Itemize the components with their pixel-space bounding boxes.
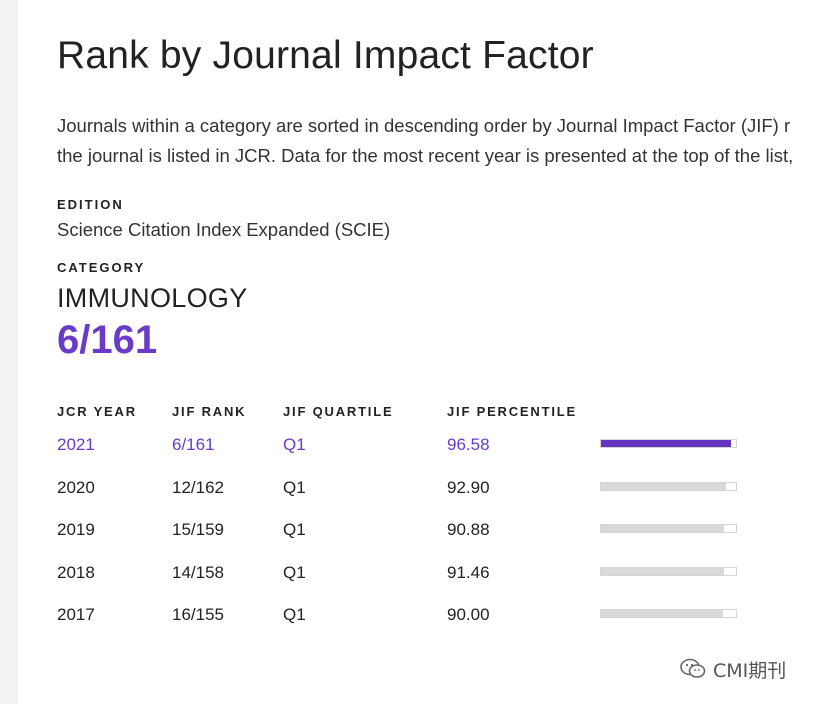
header-jif-rank: JIF RANK [172, 404, 247, 419]
watermark-text: CMI期刊 [713, 659, 787, 682]
percentile-bar-fill [601, 483, 727, 490]
cell-jif-rank: 15/159 [172, 520, 224, 539]
description-line: Journals within a category are sorted in… [57, 115, 791, 136]
cell-jcr-year: 2020 [57, 478, 95, 497]
cell-jif-percentile: 90.88 [447, 520, 490, 539]
header-jif-percentile: JIF PERCENTILE [447, 404, 577, 419]
cell-jif-rank: 6/161 [172, 435, 215, 454]
watermark: CMI期刊 [679, 654, 809, 684]
category-value: IMMUNOLOGY [57, 283, 248, 313]
cell-jif-quartile: Q1 [283, 435, 306, 454]
percentile-bar-fill [601, 610, 723, 617]
cell-jif-quartile: Q1 [283, 478, 306, 497]
header-jif-quartile: JIF QUARTILE [283, 404, 394, 419]
page-title: Rank by Journal Impact Factor [57, 34, 594, 77]
percentile-bar-fill [601, 568, 725, 575]
cell-jif-rank: 14/158 [172, 563, 224, 582]
description-line: the journal is listed in JCR. Data for t… [57, 145, 794, 166]
edition-label: EDITION [57, 197, 124, 212]
table-row: 2017 16/155 Q1 90.00 [57, 603, 757, 627]
cell-jif-quartile: Q1 [283, 520, 306, 539]
header-jcr-year: JCR YEAR [57, 404, 137, 419]
category-rank: 6/161 [57, 318, 158, 362]
cell-jif-percentile: 91.46 [447, 563, 490, 582]
wechat-icon [680, 658, 706, 678]
edition-value: Science Citation Index Expanded (SCIE) [57, 219, 391, 240]
percentile-bar [600, 609, 737, 618]
main-content: Rank by Journal Impact Factor Journals w… [57, 0, 819, 704]
table-row: 2018 14/158 Q1 91.46 [57, 561, 757, 585]
cell-jif-percentile: 92.90 [447, 478, 490, 497]
category-label: CATEGORY [57, 260, 146, 275]
percentile-bar-fill [601, 525, 724, 532]
cell-jcr-year: 2017 [57, 605, 95, 624]
table-row: 2020 12/162 Q1 92.90 [57, 476, 757, 500]
cell-jif-percentile: 90.00 [447, 605, 490, 624]
percentile-bar [600, 482, 737, 491]
cell-jif-rank: 12/162 [172, 478, 224, 497]
cell-jif-rank: 16/155 [172, 605, 224, 624]
description: Journals within a category are sorted in… [57, 111, 819, 171]
cell-jif-quartile: Q1 [283, 605, 306, 624]
percentile-bar [600, 567, 737, 576]
percentile-bar-fill [601, 440, 732, 447]
cell-jif-percentile: 96.58 [447, 435, 490, 454]
cell-jcr-year: 2018 [57, 563, 95, 582]
cell-jif-quartile: Q1 [283, 563, 306, 582]
table-row: 2021 6/161 Q1 96.58 [57, 433, 757, 457]
percentile-bar [600, 439, 737, 448]
cell-jcr-year: 2019 [57, 520, 95, 539]
table-row: 2019 15/159 Q1 90.88 [57, 518, 757, 542]
percentile-bar [600, 524, 737, 533]
left-rail [0, 0, 18, 704]
cell-jcr-year: 2021 [57, 435, 95, 454]
